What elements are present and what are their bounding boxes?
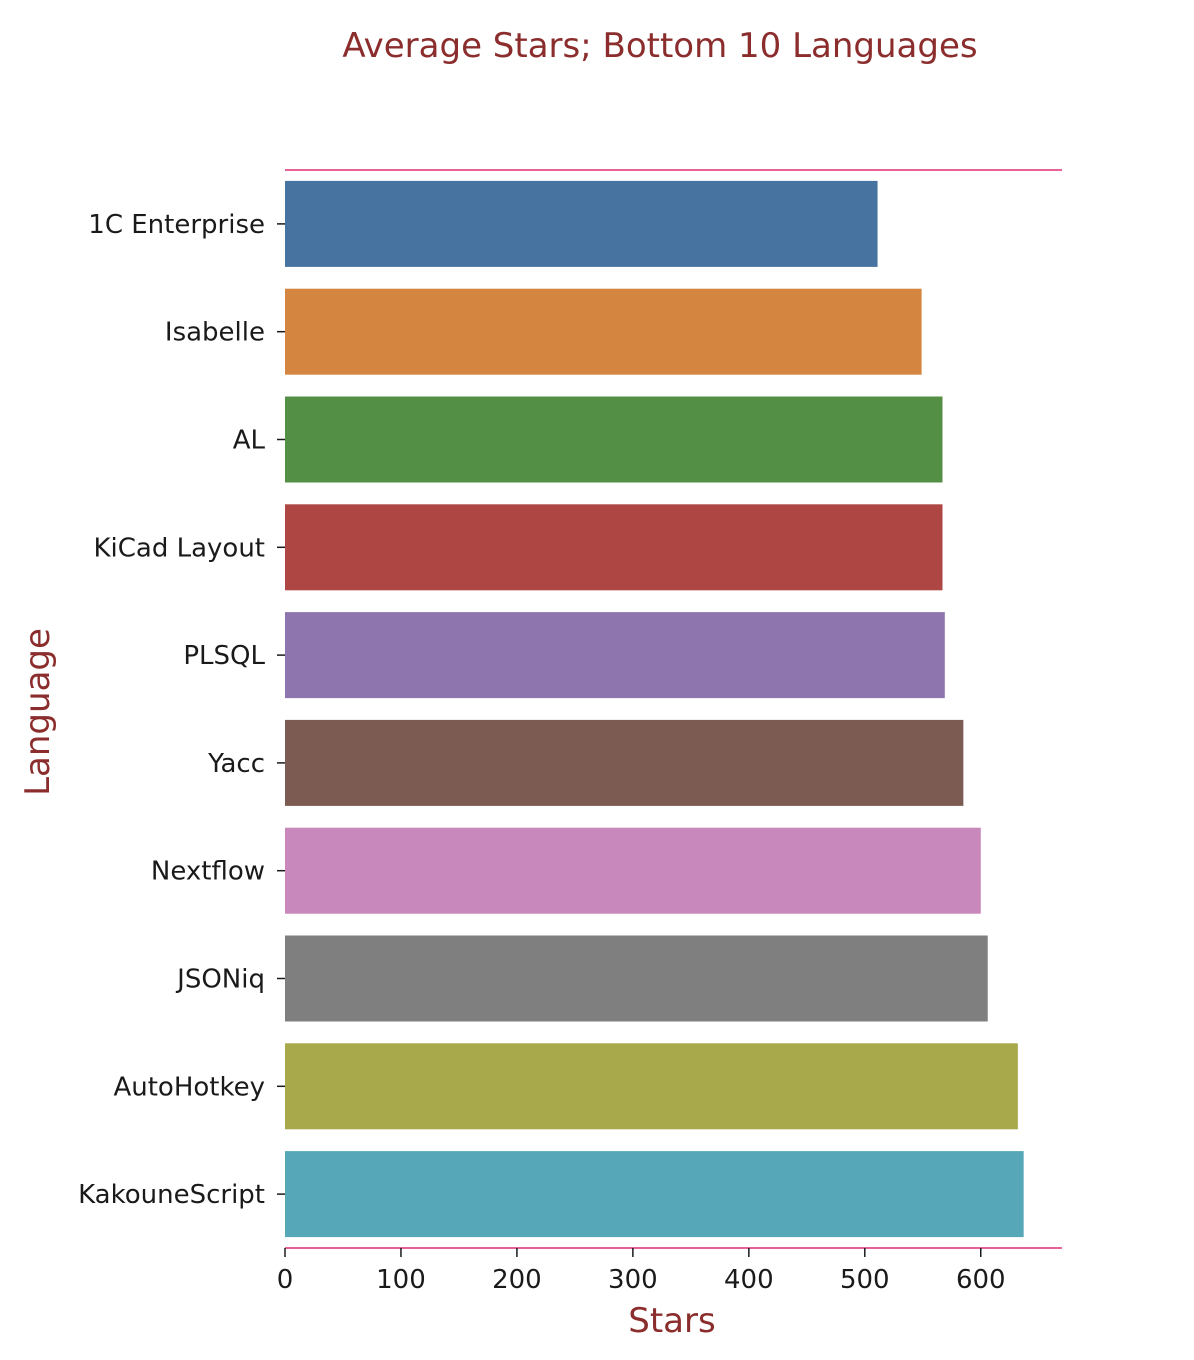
x-axis-ticks: 0 100 200 300 400 500 600	[277, 1248, 1006, 1295]
x-tick-label: 600	[956, 1265, 1006, 1295]
bar-isabelle	[285, 288, 922, 375]
x-tick-label: 200	[492, 1265, 542, 1295]
x-tick-label: 0	[277, 1265, 294, 1295]
y-tick-label: Isabelle	[165, 318, 265, 348]
y-tick-label: 1C Enterprise	[88, 210, 265, 240]
bar-kicad-layout	[285, 504, 943, 591]
bar-autohotkey	[285, 1043, 1018, 1130]
bar-plsql	[285, 612, 945, 699]
x-tick-label: 400	[724, 1265, 774, 1295]
bar-al	[285, 396, 943, 483]
bar-nextflow	[285, 827, 981, 914]
bar-1c-enterprise	[285, 180, 878, 267]
bars-group	[285, 180, 1024, 1238]
x-axis-label: Stars	[628, 1301, 715, 1341]
y-tick-label: KiCad Layout	[93, 533, 265, 563]
x-tick-label: 500	[840, 1265, 890, 1295]
y-tick-label: AL	[233, 426, 266, 456]
y-tick-label: AutoHotkey	[113, 1072, 265, 1102]
y-tick-label: KakouneScript	[78, 1180, 265, 1210]
bar-jsoniq	[285, 935, 988, 1022]
y-axis-ticks: 1C Enterprise Isabelle AL KiCad Layout PLSQL…	[78, 210, 285, 1210]
chart-title: Average Stars; Bottom 10 Languages	[342, 26, 977, 66]
y-axis-label: Language	[18, 628, 58, 796]
y-tick-label: PLSQL	[183, 641, 265, 671]
bar-yacc	[285, 719, 964, 806]
y-tick-label: JSONiq	[175, 965, 265, 995]
x-tick-label: 300	[608, 1265, 658, 1295]
x-tick-label: 100	[376, 1265, 426, 1295]
y-tick-label: Nextflow	[151, 857, 265, 887]
bar-kakounescript	[285, 1151, 1024, 1238]
y-tick-label: Yacc	[207, 749, 265, 779]
